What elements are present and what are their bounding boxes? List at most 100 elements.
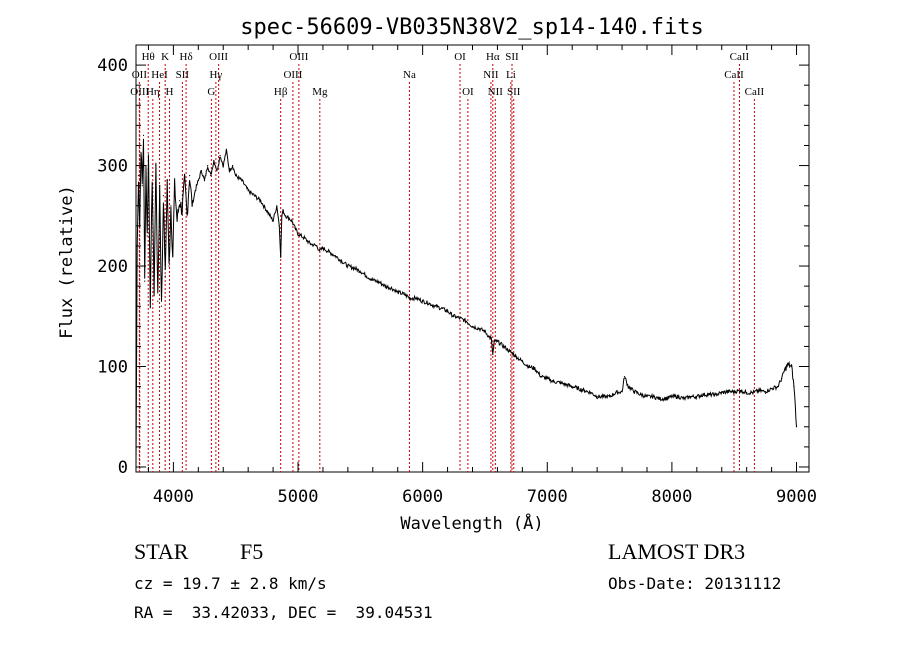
flux-data-point [203,180,206,182]
flux-data-point [278,225,280,227]
flux-data-point [319,250,321,252]
flux-data-point [478,327,480,329]
flux-data-point [714,394,717,396]
flux-data-point [166,180,168,182]
spectral-line-label: H [166,86,174,98]
flux-data-point [316,245,318,247]
flux-data-point [334,255,336,257]
flux-data-point [147,154,150,157]
spectral-line-label: SII [507,86,521,98]
spectral-line-label: Hα [486,51,500,63]
flux-data-point [228,170,231,172]
flux-data-point [309,243,312,245]
flux-data-point [415,297,417,299]
flux-data-point [151,175,153,177]
flux-data-point [157,300,159,302]
flux-data-point [739,390,742,392]
flux-data-point [577,388,580,390]
flux-data-point [791,365,793,368]
spectral-line-label: Hη [146,86,160,98]
flux-data-point [146,235,148,237]
flux-data-point [488,335,490,337]
flux-data-point [149,300,151,302]
flux-data-point [492,353,494,355]
flux-data-point [142,134,145,136]
flux-data-point [247,190,249,192]
flux-data-point [422,300,424,302]
flux-data-point [200,170,202,172]
flux-data-point [490,337,492,339]
flux-data-point [186,215,188,217]
flux-data-point [282,210,284,212]
flux-data-point [623,376,626,378]
spectral-line-label: NII [483,69,499,81]
spectral-line-label: OI [454,51,466,63]
flux-data-point [219,154,221,157]
redshift-text: cz = 19.7 ± 2.8 km/s [134,574,327,593]
flux-data-point [646,396,648,398]
flux-data-point [540,376,542,378]
flux-data-point [397,291,399,293]
flux-data-point [764,391,767,393]
flux-data-point [232,165,234,167]
spectral-line-label: Hβ [274,86,288,98]
flux-data-point [515,355,517,358]
flux-data-point [409,297,411,299]
flux-data-point [484,330,486,332]
spectral-line-label: OI [462,86,474,98]
flux-data-point [795,426,798,428]
spectral-line-label: K [161,51,169,63]
flux-data-point [155,165,157,167]
flux-data-point [584,390,586,392]
x-axis-label: Wavelength (Å) [400,512,543,534]
flux-data-point [503,345,505,347]
flux-data-point [565,384,567,386]
flux-data-point [627,386,629,388]
flux-data-point [571,386,573,388]
x-tick-label: 9000 [776,487,817,507]
spectral-line-label: G [207,86,215,98]
flux-data-point [781,378,783,380]
spectral-line-label: CaII [724,69,744,81]
x-tick-label: 7000 [527,487,568,507]
flux-data-point [291,220,293,222]
flux-data-point [225,149,227,152]
flux-data-point [168,265,170,267]
spectral-line-label: Li [506,69,516,81]
flux-data-point [493,340,495,342]
flux-data-point [303,237,305,239]
flux-data-point [459,317,461,319]
flux-data-point [453,315,455,317]
flux-data-point [793,386,795,388]
survey-label: LAMOST DR3 [608,539,746,564]
flux-data-point [727,391,729,393]
spectral-line-label: SII [505,51,519,63]
flux-data-point [216,170,218,172]
y-tick-label: 0 [118,458,128,478]
flux-data-point [496,340,498,342]
flux-data-point [141,185,143,187]
series-layer [135,134,798,468]
flux-data-point [140,144,142,147]
flux-data-point [235,175,237,177]
flux-data-point [758,390,760,392]
flux-data-point [222,165,224,167]
class-label: STAR [134,539,189,564]
flux-data-point [253,195,255,197]
flux-data-point [658,398,661,400]
x-tick-label: 4000 [153,487,194,507]
flux-data-point [528,365,530,368]
flux-data-point [194,190,196,192]
spectral-line-label: Na [403,69,416,81]
flux-data-point [521,360,524,363]
flux-data-point [609,396,611,398]
flux-data-point [179,200,181,202]
flux-data-point [683,398,686,400]
flux-data-point [184,180,186,182]
flux-data-point [170,205,172,207]
spectral-line-label: Mg [312,86,328,98]
spectral-line-label: OIII [130,86,149,98]
flux-data-point [633,391,636,393]
flux-data-point [197,180,199,182]
flux-data-point [702,394,704,396]
